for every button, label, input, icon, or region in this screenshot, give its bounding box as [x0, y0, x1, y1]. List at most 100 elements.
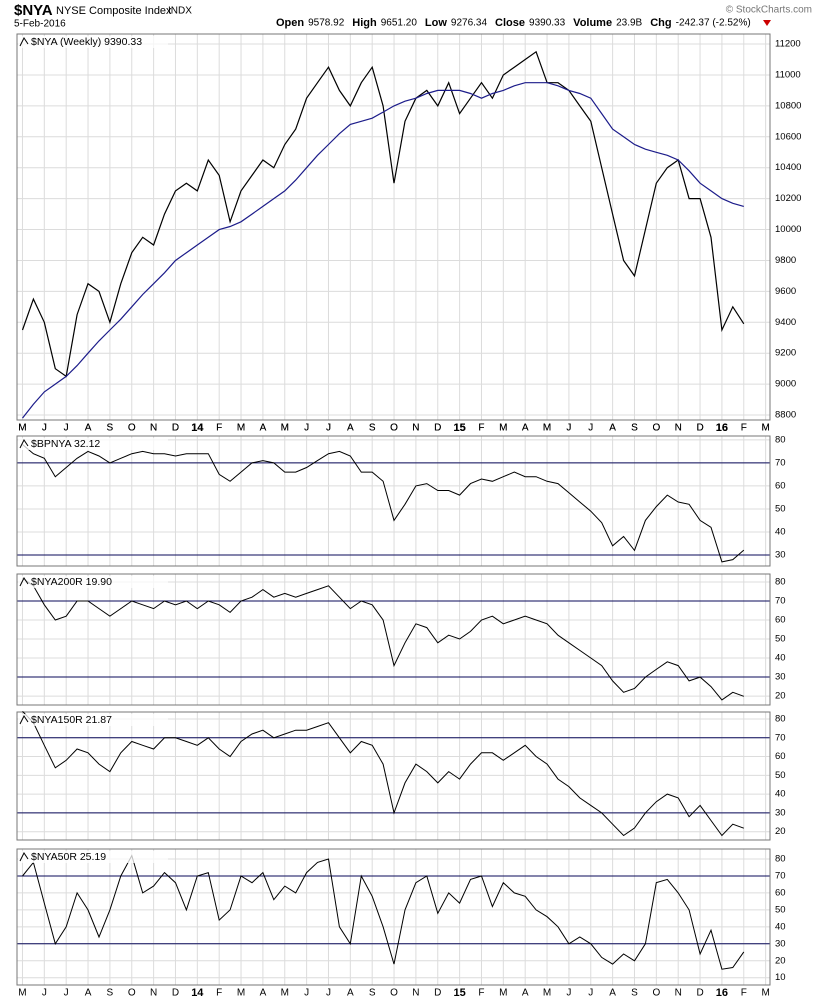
x-tick-label: 14 — [191, 422, 204, 434]
label-icon — [19, 577, 29, 587]
y-tick-label: 70 — [775, 732, 786, 743]
y-tick-label: 40 — [775, 789, 786, 800]
x-tick-label: F — [478, 423, 484, 434]
stat-label: High — [352, 17, 377, 29]
x-tick-label: M — [237, 988, 245, 999]
x-tick-label: O — [128, 423, 136, 434]
y-tick-label: 10200 — [775, 193, 801, 204]
series-line — [22, 82, 744, 419]
series-line — [22, 854, 745, 970]
x-tick-label: 16 — [716, 422, 728, 434]
label-icon — [19, 37, 29, 47]
x-tick-label: M — [18, 988, 26, 999]
x-tick-label: S — [107, 988, 114, 999]
x-tick-label: S — [369, 423, 376, 434]
x-tick-label: M — [761, 423, 769, 434]
x-tick-label: J — [64, 988, 69, 999]
y-tick-label: 20 — [775, 691, 786, 702]
x-tick-label: J — [64, 423, 69, 434]
panel-frame — [16, 573, 771, 706]
y-tick-label: 30 — [775, 807, 786, 818]
symbol: $NYA — [14, 2, 53, 19]
x-tick-label: N — [150, 423, 157, 434]
x-tick-label: A — [260, 988, 267, 999]
panel-frame — [16, 33, 771, 421]
x-tick-label: D — [172, 988, 179, 999]
label-bg — [18, 36, 168, 48]
date: 5-Feb-2016 — [14, 19, 66, 30]
stat-value: 9390.33 — [529, 18, 566, 29]
x-tick-label: O — [390, 988, 398, 999]
x-tick-label: M — [499, 988, 507, 999]
y-tick-label: 70 — [775, 596, 786, 607]
y-tick-label: 11200 — [775, 39, 801, 50]
credit: © StockCharts.com — [726, 5, 812, 16]
series-line — [21, 50, 745, 378]
x-tick-label: A — [609, 988, 616, 999]
x-tick-label: O — [128, 988, 136, 999]
series-line — [22, 711, 744, 837]
y-tick-label: 60 — [775, 751, 786, 762]
x-tick-label: M — [18, 423, 26, 434]
x-tick-label: N — [412, 423, 419, 434]
y-tick-label: 10000 — [775, 224, 801, 235]
x-tick-label: D — [434, 423, 441, 434]
label-bg — [18, 438, 168, 450]
x-tick-label: J — [588, 423, 593, 434]
panel-label: $NYA150R 21.87 — [31, 714, 112, 726]
label-bg — [18, 714, 168, 726]
x-tick-label: F — [741, 988, 747, 999]
stat-label: Low — [425, 17, 447, 29]
y-tick-label: 40 — [775, 653, 786, 664]
panel-label: $NYA200R 19.90 — [31, 576, 112, 588]
y-tick-label: 40 — [775, 526, 786, 537]
x-tick-label: M — [761, 423, 769, 434]
exchange: INDX — [168, 6, 192, 17]
y-tick-label: 20 — [775, 826, 786, 837]
x-tick-label: A — [347, 423, 354, 434]
x-tick-label: M — [281, 423, 289, 434]
x-tick-label: A — [85, 423, 92, 434]
x-tick-label: J — [304, 423, 309, 434]
x-tick-label: F — [478, 988, 484, 999]
y-tick-label: 60 — [775, 887, 786, 898]
series-line — [22, 577, 744, 701]
x-tick-label: M — [281, 423, 289, 434]
stat-value: 9276.34 — [451, 18, 488, 29]
x-tick-label: J — [326, 423, 331, 434]
x-tick-label: A — [85, 423, 92, 434]
x-tick-label: S — [369, 988, 376, 999]
x-tick-label: A — [609, 423, 616, 434]
x-tick-label: S — [631, 423, 638, 434]
x-tick-label: F — [216, 423, 222, 434]
stat-value: 9651.20 — [381, 18, 418, 29]
x-tick-label: O — [652, 988, 660, 999]
y-tick-label: 10600 — [775, 131, 801, 142]
x-tick-label: S — [107, 423, 114, 434]
label-icon — [19, 852, 29, 862]
stat-value: 23.9B — [616, 18, 642, 29]
x-tick-label: S — [631, 988, 638, 999]
x-tick-label: D — [696, 423, 703, 434]
stat-value: 9578.92 — [308, 18, 345, 29]
x-tick-label: M — [543, 988, 551, 999]
x-tick-label: O — [390, 423, 398, 434]
x-tick-label: J — [42, 423, 47, 434]
x-tick-label: J — [326, 423, 331, 434]
x-tick-label: A — [260, 423, 267, 434]
label-icon — [19, 715, 29, 725]
stat-label: Close — [495, 17, 525, 29]
series-line — [22, 444, 745, 563]
x-tick-label: D — [172, 423, 179, 434]
y-tick-label: 70 — [775, 870, 786, 881]
x-tick-label: M — [499, 423, 507, 434]
x-tick-label: 15 — [453, 987, 465, 999]
y-tick-label: 30 — [775, 938, 786, 949]
x-tick-label: S — [369, 423, 376, 434]
x-tick-label: F — [741, 423, 747, 434]
down-arrow — [763, 20, 771, 26]
y-tick-label: 9800 — [775, 255, 796, 266]
y-tick-label: 10800 — [775, 100, 801, 111]
x-tick-label: N — [675, 423, 682, 434]
